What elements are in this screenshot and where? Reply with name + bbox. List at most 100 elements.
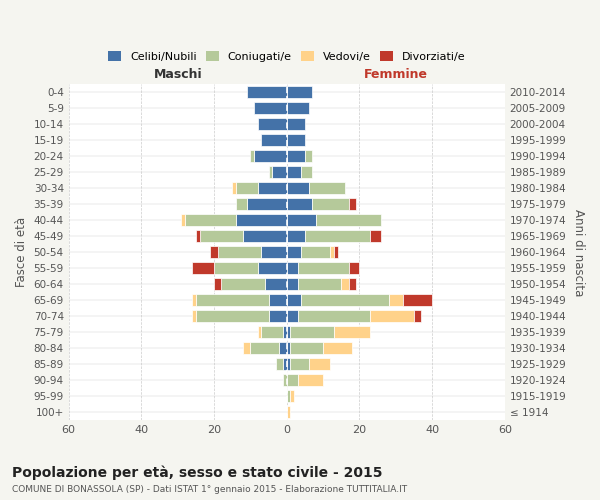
Bar <box>305 150 312 162</box>
Bar <box>298 262 349 274</box>
Bar <box>192 310 196 322</box>
Bar <box>283 326 287 338</box>
Bar <box>298 374 323 386</box>
Bar <box>287 262 298 274</box>
Bar <box>287 118 305 130</box>
Bar <box>287 294 301 306</box>
Bar <box>287 182 308 194</box>
Bar <box>269 310 287 322</box>
Bar <box>290 390 294 402</box>
Bar <box>301 294 389 306</box>
Bar <box>316 214 381 226</box>
Y-axis label: Anni di nascita: Anni di nascita <box>572 208 585 296</box>
Bar <box>334 326 370 338</box>
Bar <box>272 166 287 178</box>
Bar <box>181 214 185 226</box>
Bar <box>196 230 200 242</box>
Bar <box>250 342 280 354</box>
Bar <box>218 246 262 258</box>
Bar <box>232 182 236 194</box>
Bar <box>192 262 214 274</box>
Bar <box>287 374 298 386</box>
Bar <box>257 326 262 338</box>
Bar <box>305 230 370 242</box>
Bar <box>257 118 287 130</box>
Bar <box>287 230 305 242</box>
Bar <box>221 278 265 290</box>
Legend: Celibi/Nubili, Coniugati/e, Vedovi/e, Divorziati/e: Celibi/Nubili, Coniugati/e, Vedovi/e, Di… <box>103 46 470 66</box>
Bar <box>236 182 257 194</box>
Bar <box>243 342 250 354</box>
Bar <box>196 310 269 322</box>
Text: Femmine: Femmine <box>364 68 428 82</box>
Bar <box>196 294 269 306</box>
Bar <box>287 134 305 146</box>
Bar <box>349 278 356 290</box>
Bar <box>287 326 290 338</box>
Bar <box>265 278 287 290</box>
Bar <box>290 326 334 338</box>
Bar <box>403 294 432 306</box>
Bar <box>287 342 290 354</box>
Bar <box>192 294 196 306</box>
Bar <box>349 198 356 210</box>
Bar <box>312 198 349 210</box>
Bar <box>250 150 254 162</box>
Bar <box>214 262 257 274</box>
Bar <box>269 294 287 306</box>
Bar <box>276 358 283 370</box>
Bar <box>247 198 287 210</box>
Bar <box>287 406 290 418</box>
Bar <box>287 86 312 99</box>
Bar <box>243 230 287 242</box>
Y-axis label: Fasce di età: Fasce di età <box>15 218 28 288</box>
Bar <box>370 310 414 322</box>
Bar <box>269 166 272 178</box>
Bar <box>301 166 312 178</box>
Bar <box>262 134 287 146</box>
Bar <box>414 310 421 322</box>
Bar <box>254 102 287 115</box>
Bar <box>308 182 345 194</box>
Bar <box>290 358 308 370</box>
Bar <box>262 326 283 338</box>
Bar <box>331 246 334 258</box>
Bar <box>287 278 298 290</box>
Bar <box>290 342 323 354</box>
Bar <box>298 278 341 290</box>
Bar <box>287 102 308 115</box>
Bar <box>298 310 370 322</box>
Bar <box>200 230 243 242</box>
Bar <box>236 214 287 226</box>
Bar <box>287 310 298 322</box>
Bar <box>247 86 287 99</box>
Bar <box>257 262 287 274</box>
Bar <box>236 198 247 210</box>
Bar <box>283 374 287 386</box>
Bar <box>370 230 381 242</box>
Bar <box>211 246 218 258</box>
Bar <box>301 246 331 258</box>
Bar <box>287 198 312 210</box>
Bar <box>287 246 301 258</box>
Bar <box>257 182 287 194</box>
Bar <box>349 262 359 274</box>
Bar <box>262 246 287 258</box>
Bar <box>341 278 349 290</box>
Bar <box>185 214 236 226</box>
Bar <box>214 278 221 290</box>
Bar <box>287 390 290 402</box>
Text: Maschi: Maschi <box>154 68 202 82</box>
Bar <box>287 150 305 162</box>
Bar <box>389 294 403 306</box>
Bar <box>287 214 316 226</box>
Bar <box>280 342 287 354</box>
Text: COMUNE DI BONASSOLA (SP) - Dati ISTAT 1° gennaio 2015 - Elaborazione TUTTITALIA.: COMUNE DI BONASSOLA (SP) - Dati ISTAT 1°… <box>12 485 407 494</box>
Bar <box>287 166 301 178</box>
Bar <box>254 150 287 162</box>
Bar <box>283 358 287 370</box>
Bar <box>287 358 290 370</box>
Bar <box>308 358 331 370</box>
Text: Popolazione per età, sesso e stato civile - 2015: Popolazione per età, sesso e stato civil… <box>12 465 383 479</box>
Bar <box>323 342 352 354</box>
